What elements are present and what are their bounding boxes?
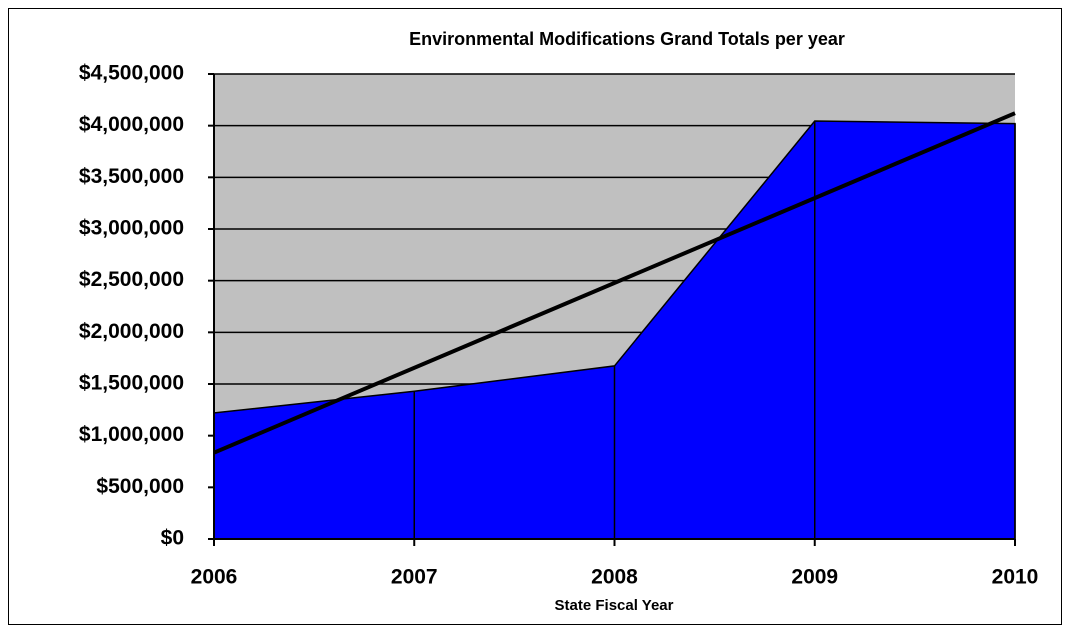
chart-title: Environmental Modifications Grand Totals…	[409, 29, 845, 49]
x-tick-label: 2009	[791, 566, 838, 589]
x-tick-label: 2010	[992, 566, 1039, 589]
x-tick-label: 2008	[591, 566, 638, 589]
y-tick-label: $4,500,000	[79, 62, 184, 85]
y-tick-label: $3,500,000	[79, 165, 184, 188]
y-tick-label: $500,000	[96, 475, 184, 498]
y-tick-label: $1,000,000	[79, 423, 184, 446]
y-tick-label: $4,000,000	[79, 113, 184, 136]
y-tick-label: $1,500,000	[79, 372, 184, 395]
y-tick-label: $0	[161, 527, 184, 550]
trend-line	[213, 111, 1016, 455]
y-tick-label: $3,000,000	[79, 217, 184, 240]
x-tick-label: 2007	[391, 566, 438, 589]
y-tick-label: $2,500,000	[79, 268, 184, 291]
x-tick-label: 2006	[191, 566, 238, 589]
x-axis-title: State Fiscal Year	[555, 597, 674, 614]
y-tick-label: $2,000,000	[79, 320, 184, 343]
